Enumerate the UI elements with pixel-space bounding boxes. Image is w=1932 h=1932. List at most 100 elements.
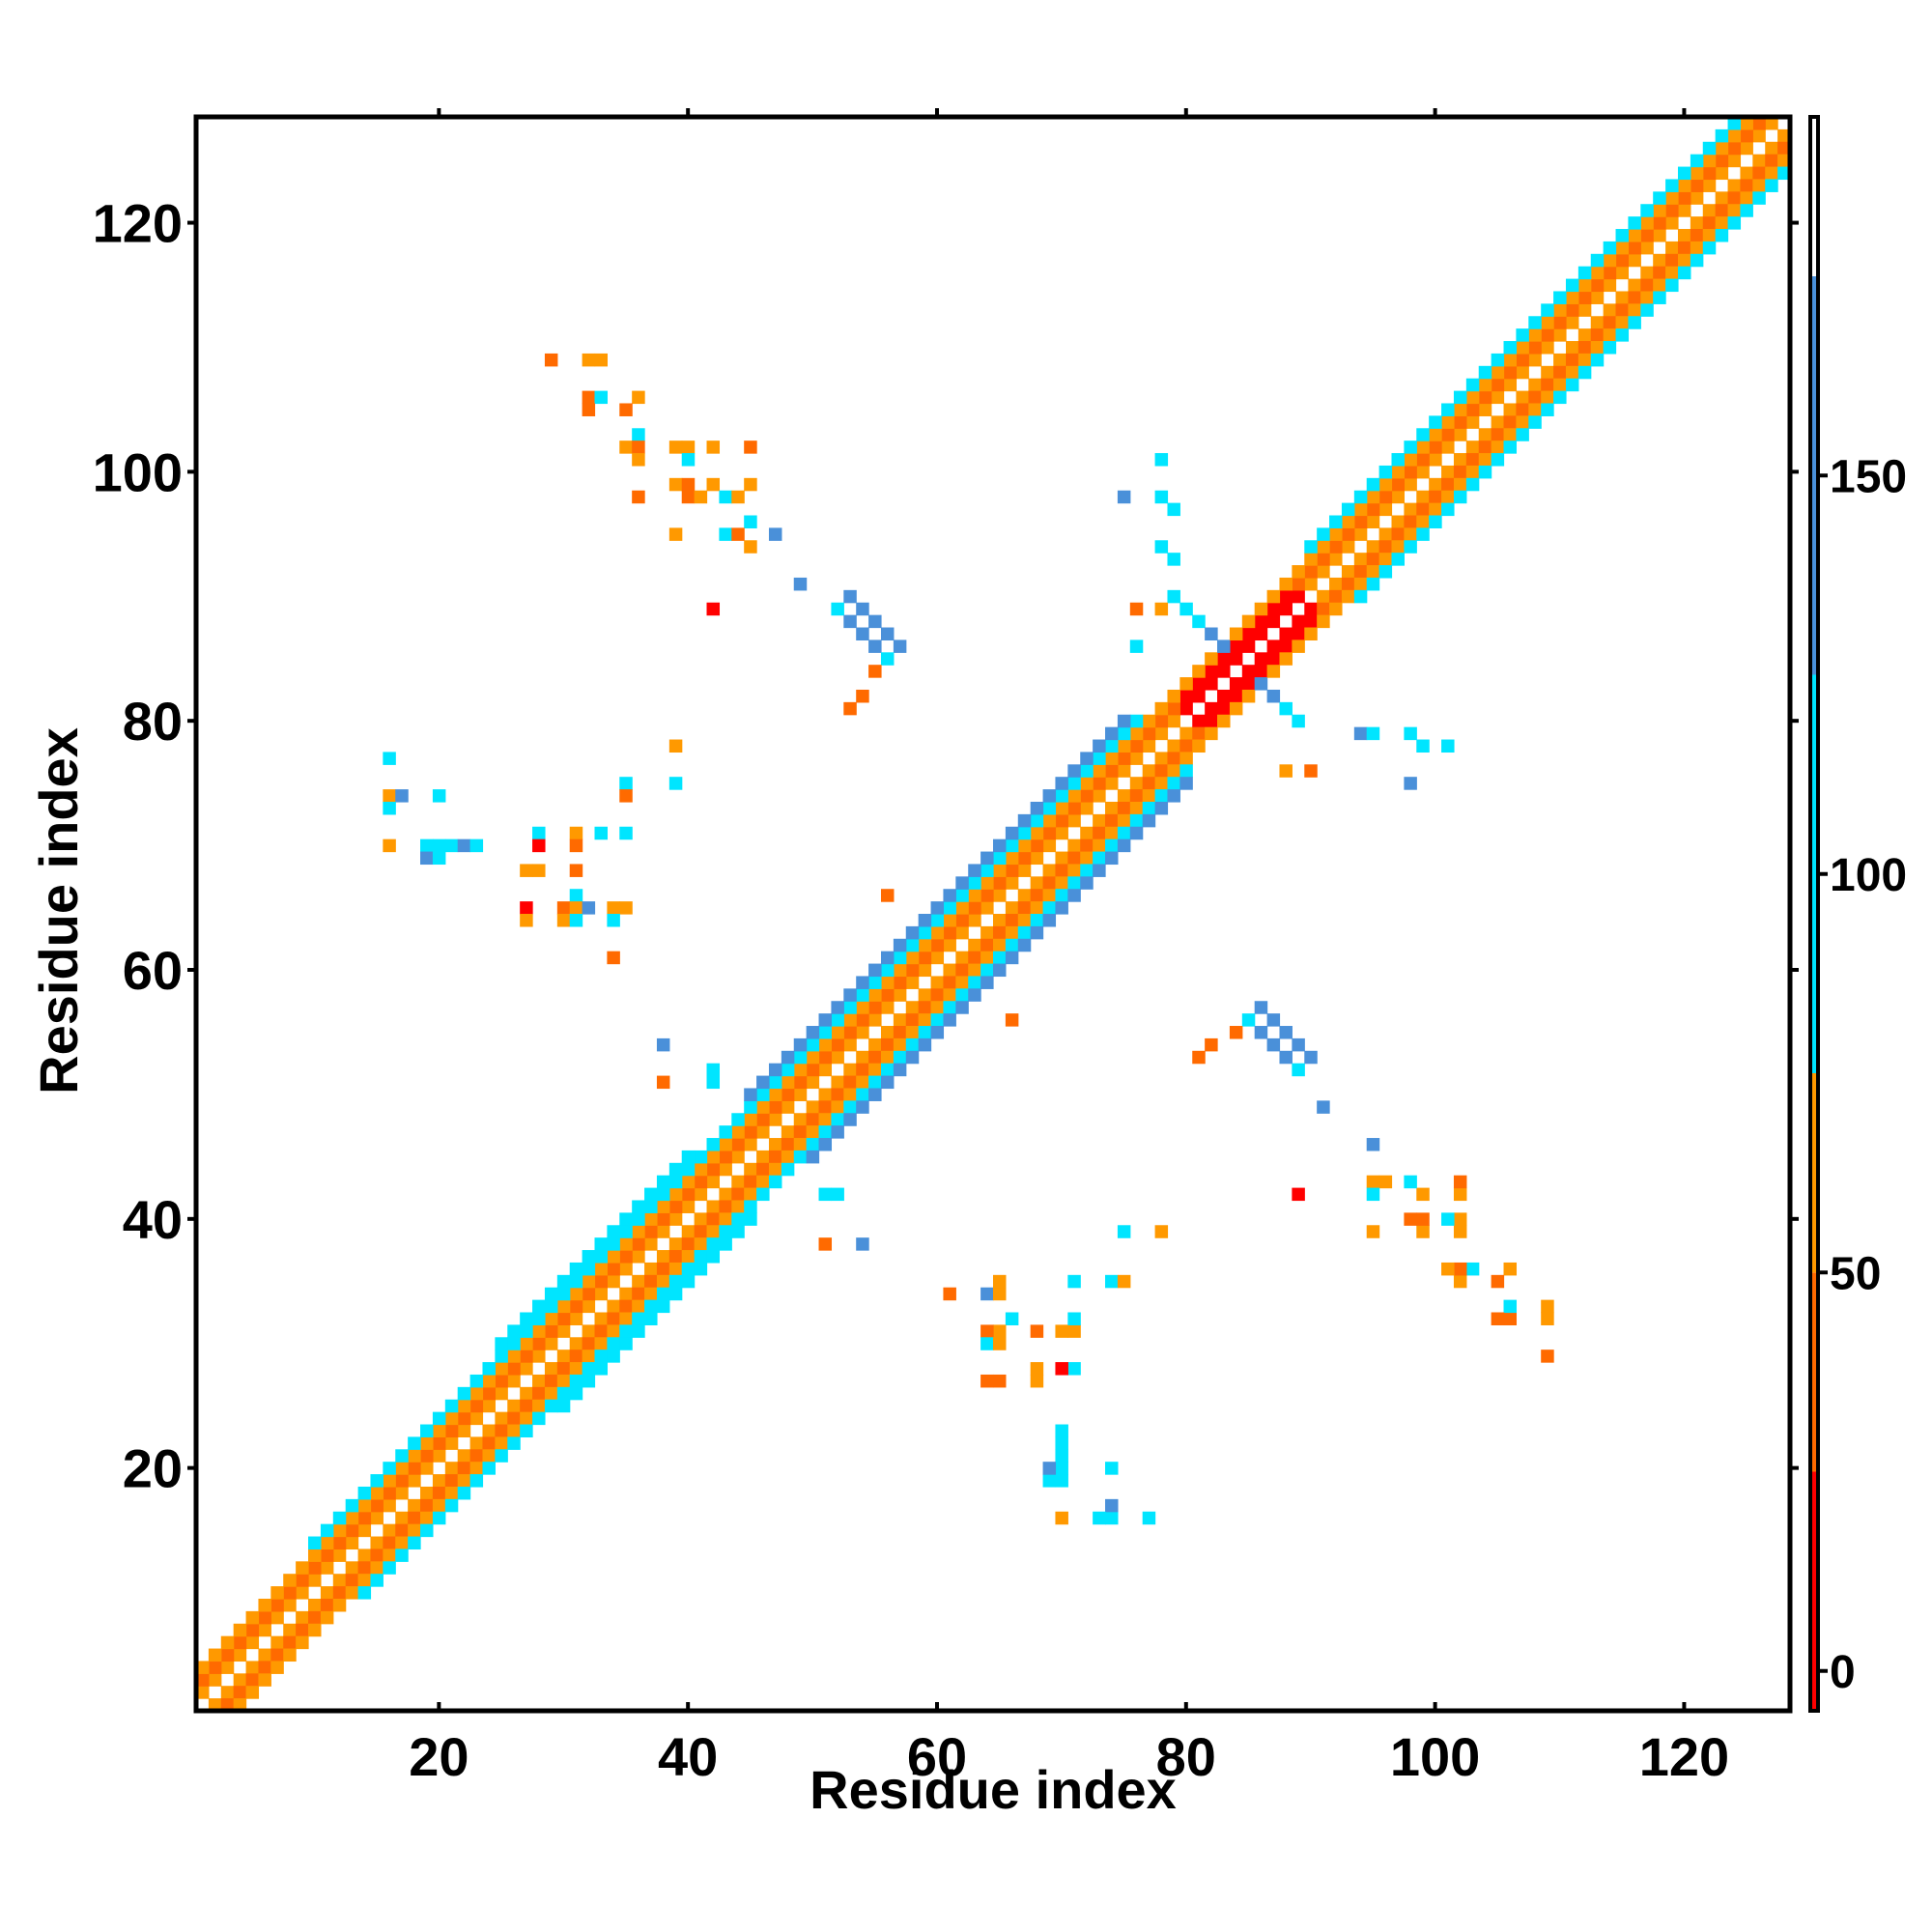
heatmap-cell <box>556 1399 571 1413</box>
heatmap-cell <box>668 1162 683 1177</box>
heatmap-cell <box>993 963 1007 978</box>
heatmap-cell <box>868 1013 882 1027</box>
heatmap-cell <box>1217 639 1231 653</box>
heatmap-cell <box>1702 241 1717 255</box>
heatmap-cell <box>370 1574 384 1587</box>
heatmap-cell <box>756 1162 770 1177</box>
heatmap-cell <box>1353 490 1368 504</box>
heatmap-cell <box>930 976 945 989</box>
heatmap-cell <box>1404 726 1417 741</box>
heatmap-cell <box>843 1013 857 1027</box>
y-tick-label: 100 <box>93 441 183 502</box>
heatmap-cell <box>1055 1436 1068 1450</box>
heatmap-cell <box>1516 365 1529 380</box>
heatmap-cell <box>744 1100 757 1114</box>
heatmap-cell <box>1254 1026 1268 1039</box>
heatmap-cell <box>1366 726 1380 741</box>
heatmap-cell <box>1777 166 1791 181</box>
heatmap-cell <box>1653 278 1666 293</box>
heatmap-cell <box>632 1200 645 1213</box>
heatmap-cell <box>756 1175 770 1189</box>
heatmap-cell <box>482 1362 496 1376</box>
heatmap-cell <box>1093 764 1106 778</box>
heatmap-cell <box>332 1511 347 1525</box>
heatmap-cell <box>843 1100 857 1114</box>
heatmap-cell <box>1005 876 1019 890</box>
heatmap-cell <box>432 1449 446 1463</box>
heatmap-cell <box>793 577 808 591</box>
heatmap-cell <box>1292 714 1305 728</box>
x-tick-label: 60 <box>907 1726 967 1787</box>
heatmap-cell <box>1179 677 1193 691</box>
heatmap-cell <box>357 1586 372 1600</box>
heatmap-cell <box>1341 589 1355 604</box>
heatmap-cell <box>880 1075 895 1090</box>
heatmap-cell <box>1478 465 1492 479</box>
heatmap-cell <box>668 440 683 454</box>
heatmap-cell <box>1105 1498 1119 1513</box>
heatmap-cell <box>719 1138 732 1151</box>
heatmap-cell <box>357 1511 372 1525</box>
heatmap-cell <box>880 963 895 978</box>
heatmap-cell <box>544 1374 558 1388</box>
heatmap-cell <box>1429 415 1442 429</box>
heatmap-cell <box>1067 1274 1081 1289</box>
heatmap-cell <box>856 1088 869 1101</box>
heatmap-cell <box>681 1162 696 1177</box>
heatmap-cell <box>482 1386 496 1401</box>
heatmap-cell <box>1017 838 1032 853</box>
heatmap-cell <box>943 1001 956 1014</box>
heatmap-cell <box>1080 864 1094 877</box>
heatmap-cell <box>1565 341 1579 355</box>
heatmap-cell <box>980 1324 994 1338</box>
heatmap-cell <box>370 1474 384 1488</box>
heatmap-cell <box>1030 889 1044 902</box>
heatmap-cell <box>843 1063 857 1077</box>
heatmap-cell <box>432 1436 446 1450</box>
heatmap-cell <box>681 440 696 454</box>
heatmap-cell <box>1266 1013 1281 1027</box>
heatmap-cell <box>1329 553 1343 566</box>
heatmap-cell <box>457 1424 471 1438</box>
heatmap-cell <box>495 1424 508 1438</box>
heatmap-cell <box>1378 477 1393 492</box>
heatmap-cell <box>694 1150 708 1164</box>
heatmap-cell <box>868 1075 882 1090</box>
heatmap-cell <box>1752 191 1766 205</box>
heatmap-cell <box>681 1262 696 1276</box>
heatmap-cell <box>806 1050 820 1065</box>
heatmap-cell <box>619 1324 633 1338</box>
heatmap-cell <box>1055 864 1068 877</box>
heatmap-cell <box>1677 229 1691 242</box>
heatmap-cell <box>1292 1187 1305 1202</box>
heatmap-cell <box>632 428 645 441</box>
heatmap-cell <box>1441 502 1455 517</box>
heatmap-cell <box>345 1511 359 1525</box>
heatmap-cell <box>1777 141 1791 156</box>
heatmap-cell <box>1640 303 1654 317</box>
heatmap-cell <box>482 1449 496 1463</box>
heatmap-cell <box>532 1374 546 1388</box>
x-axis-title: Residue index <box>810 1759 1177 1820</box>
heatmap-cell <box>469 1436 484 1450</box>
heatmap-cell <box>1366 477 1380 492</box>
heatmap-cell <box>582 1274 596 1289</box>
heatmap-cell <box>1055 813 1068 828</box>
heatmap-cell <box>1404 453 1417 467</box>
heatmap-cell <box>1690 241 1704 255</box>
heatmap-cell <box>1205 677 1218 691</box>
heatmap-cell <box>1765 179 1778 192</box>
heatmap-cell <box>856 1013 869 1027</box>
heatmap-cell <box>1553 378 1567 392</box>
heatmap-cell <box>220 1661 235 1674</box>
heatmap-cell <box>1217 689 1231 703</box>
heatmap-cell <box>1254 665 1268 678</box>
heatmap-cell <box>1553 390 1567 405</box>
heatmap-cell <box>644 1225 658 1238</box>
heatmap-cell <box>1117 764 1131 778</box>
heatmap-cell <box>1154 490 1169 504</box>
heatmap-cell <box>905 1013 920 1027</box>
heatmap-cell <box>582 1287 596 1301</box>
heatmap-cell <box>756 1150 770 1164</box>
heatmap-cell <box>1142 1511 1156 1525</box>
